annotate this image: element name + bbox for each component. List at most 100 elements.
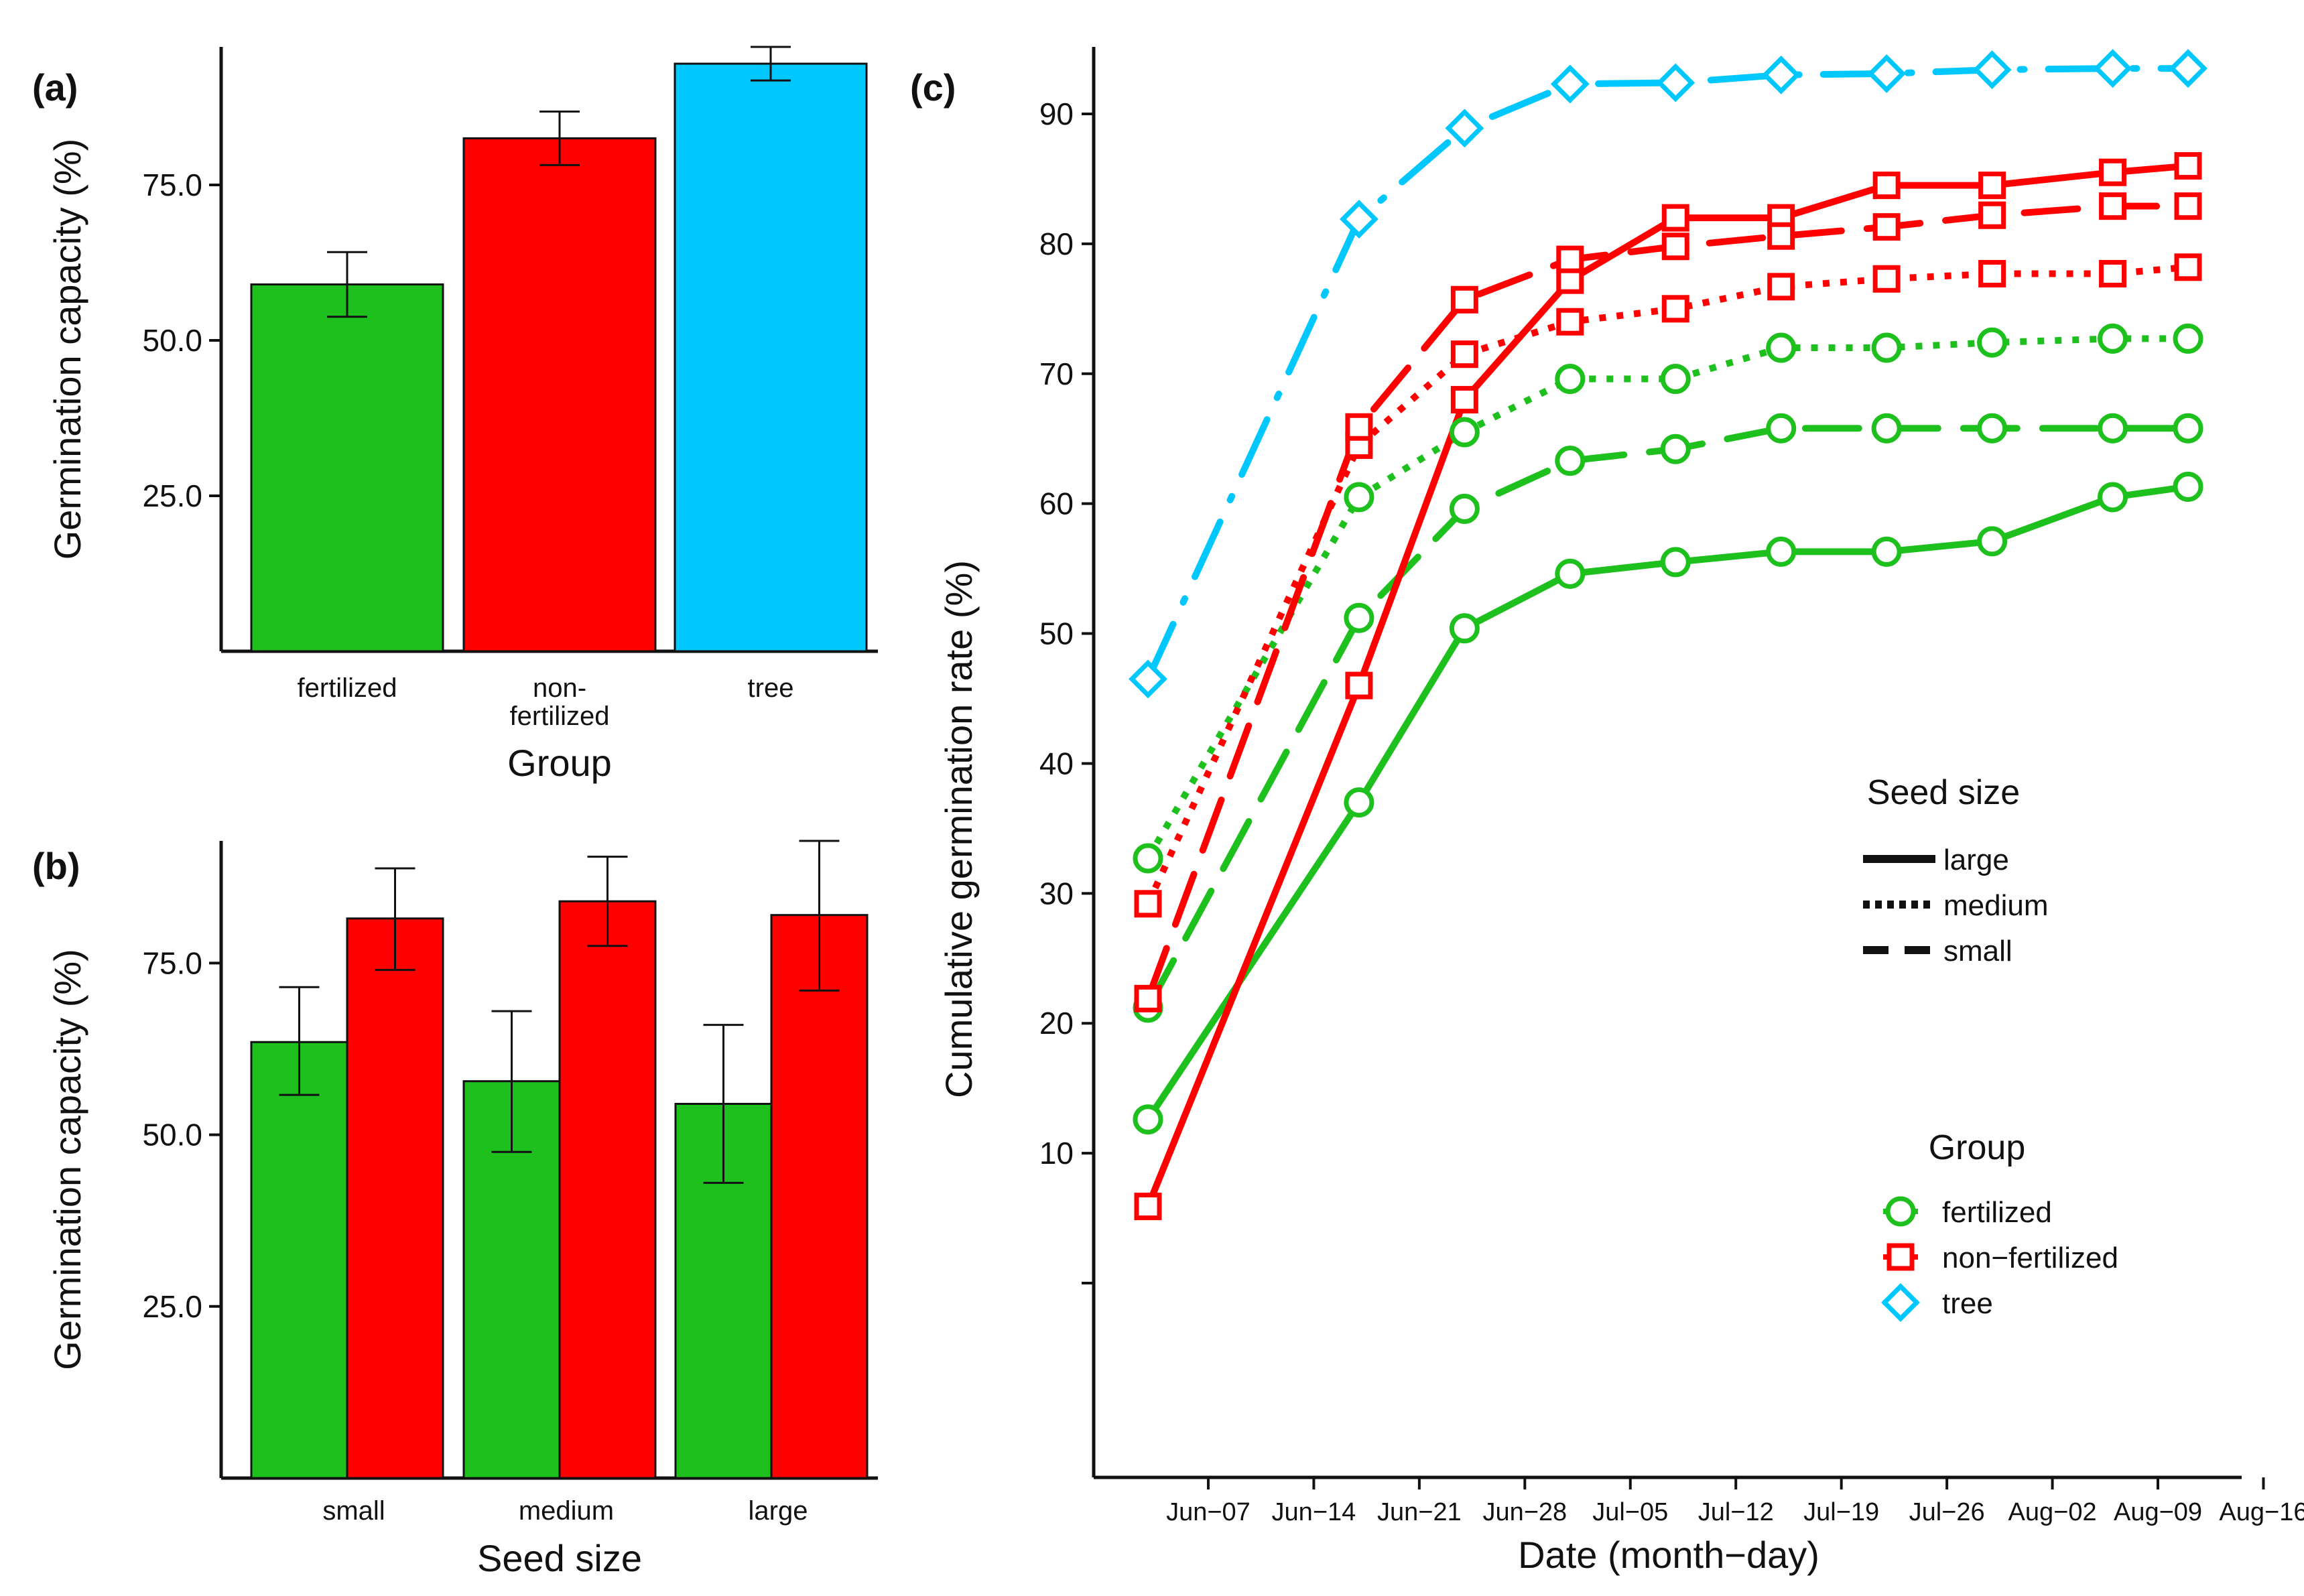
- data-point-non-fertilized-medium: [1556, 308, 1584, 336]
- y-tick-label-a: 50.0: [142, 323, 202, 358]
- data-point-non-fertilized-small: [1978, 201, 2006, 229]
- chart-b: 25.0 50.0 75.0 small medium large Seed size Ger…: [46, 840, 878, 1579]
- data-point-fertilized-large: [1344, 787, 1374, 818]
- data-point-non-fertilized-large: [2099, 158, 2127, 186]
- series-line-non-fertilized-small: [1145, 202, 2191, 1002]
- y-tick-label-b: 50.0: [142, 1118, 202, 1152]
- legend-group-title: Group: [1929, 1128, 2026, 1167]
- legend-seed-size-title: Seed size: [1867, 773, 2020, 812]
- data-point-fertilized-medium: [1871, 332, 1902, 363]
- data-point-non-fertilized-medium: [1134, 890, 1162, 918]
- legend-group-marker: [1881, 1283, 1920, 1322]
- data-point-non-fertilized-small: [1134, 984, 1162, 1012]
- data-point-fertilized-medium: [2098, 323, 2128, 354]
- y-tick-label-c: 60: [1039, 486, 1074, 521]
- data-point-non-fertilized-small: [1556, 245, 1584, 273]
- x-tick-label-c: Jul−19: [1803, 1498, 1879, 1526]
- panel-label-c: (c): [910, 66, 956, 109]
- bar-b: [250, 1041, 348, 1479]
- series-line-tree-all: [1145, 65, 2191, 683]
- legend-seed-size-label: small: [1943, 935, 2012, 968]
- data-point-non-fertilized-small: [1872, 213, 1901, 241]
- data-point-non-fertilized-medium: [1872, 265, 1901, 293]
- x-tick-label-c: Jun−28: [1482, 1498, 1567, 1526]
- data-point-fertilized-large: [1766, 536, 1797, 567]
- data-point-fertilized-medium: [1344, 482, 1374, 513]
- series-line-fertilized-medium: [1145, 335, 2188, 860]
- x-category-label-a: fertilized: [510, 702, 610, 731]
- data-point-tree-all: [1656, 63, 1695, 103]
- series-line-fertilized-large: [1145, 483, 2191, 1123]
- x-axis-title-b: Seed size: [477, 1537, 642, 1579]
- data-point-tree-all: [1339, 200, 1379, 239]
- y-tick-label-b: 75.0: [142, 945, 202, 980]
- series-line-non-fertilized-medium: [1145, 263, 2189, 905]
- bar-a: [462, 137, 657, 653]
- x-tick-label-c: Aug−09: [2114, 1498, 2202, 1526]
- bar-a: [674, 62, 868, 653]
- data-point-non-fertilized-small: [1345, 413, 1373, 441]
- series-line-fertilized-small: [1145, 425, 2191, 1011]
- y-tick-label-c: 50: [1039, 616, 1074, 651]
- data-point-tree-all: [1867, 54, 1907, 93]
- y-axis-title-a: Germination capacity (%): [46, 139, 88, 560]
- data-point-fertilized-small: [1555, 446, 1586, 476]
- x-tick-label-c: Jun−14: [1272, 1498, 1356, 1526]
- y-tick-label-c: 30: [1039, 876, 1074, 911]
- data-point-tree-all: [1761, 55, 1801, 94]
- x-tick-label-c: Jun−21: [1377, 1498, 1462, 1526]
- data-point-tree-all: [1129, 659, 1167, 699]
- x-tick-label-c: Jul−05: [1592, 1498, 1668, 1526]
- data-point-non-fertilized-medium: [2174, 253, 2202, 281]
- data-point-non-fertilized-large: [1345, 671, 1373, 700]
- data-point-fertilized-medium: [1555, 364, 1586, 395]
- y-tick-label-c: 80: [1039, 226, 1074, 261]
- data-point-fertilized-large: [1871, 536, 1902, 567]
- x-tick-label-c: Jul−12: [1698, 1498, 1774, 1526]
- x-category-label-b: small: [322, 1496, 385, 1526]
- chart-c: 10 20 30 40 50 60 70 80 90 100 Jun−07 Jun−14 Jun−21 J…: [938, 0, 2304, 1576]
- data-point-tree-all: [2093, 49, 2132, 88]
- bar-b: [346, 917, 444, 1479]
- x-category-label-b: large: [749, 1496, 808, 1526]
- x-category-label-a: fertilized: [298, 673, 397, 703]
- data-point-fertilized-small: [1660, 434, 1691, 464]
- data-point-tree-all: [1972, 50, 2012, 90]
- data-point-non-fertilized-large: [1134, 1193, 1162, 1221]
- x-category-label-b: medium: [519, 1496, 614, 1526]
- data-point-fertilized-large: [1555, 558, 1586, 589]
- legend-group-label: tree: [1942, 1287, 1993, 1320]
- bar-b: [770, 914, 869, 1479]
- data-point-fertilized-small: [1344, 602, 1374, 633]
- x-category-label-a: non-: [533, 673, 586, 703]
- data-point-fertilized-small: [1766, 413, 1797, 444]
- legend-group-marker: [1885, 1196, 1916, 1227]
- data-point-fertilized-large: [1977, 526, 2008, 557]
- data-point-non-fertilized-large: [1450, 386, 1478, 414]
- x-tick-label-c: Jun−07: [1166, 1498, 1251, 1526]
- y-tick-label-a: 75.0: [142, 168, 202, 202]
- data-point-non-fertilized-medium: [1767, 273, 1795, 301]
- y-tick-label-c: 10: [1039, 1136, 1074, 1171]
- data-point-fertilized-large: [1133, 1104, 1163, 1135]
- data-point-fertilized-small: [1871, 413, 1902, 444]
- data-point-non-fertilized-large: [2174, 152, 2202, 180]
- bar-b: [558, 900, 657, 1479]
- data-point-fertilized-medium: [1766, 332, 1797, 363]
- data-point-fertilized-small: [2173, 413, 2203, 444]
- data-point-non-fertilized-medium: [1661, 295, 1689, 323]
- data-point-fertilized-medium: [1660, 364, 1691, 395]
- data-point-fertilized-small: [1977, 413, 2008, 444]
- bar-a: [250, 283, 444, 653]
- legend-group-label: non−fertilized: [1942, 1242, 2118, 1274]
- data-point-non-fertilized-large: [1872, 172, 1901, 200]
- x-axis-title-c: Date (month−day): [1518, 1534, 1819, 1576]
- x-axis-title-a: Group: [507, 742, 612, 784]
- panel-label-a: (a): [32, 66, 78, 109]
- data-point-non-fertilized-medium: [2099, 259, 2127, 287]
- data-point-non-fertilized-medium: [1978, 259, 2006, 287]
- data-point-fertilized-small: [1449, 493, 1480, 524]
- x-tick-label-c: Aug−02: [2008, 1498, 2097, 1526]
- data-point-fertilized-large: [2098, 482, 2128, 513]
